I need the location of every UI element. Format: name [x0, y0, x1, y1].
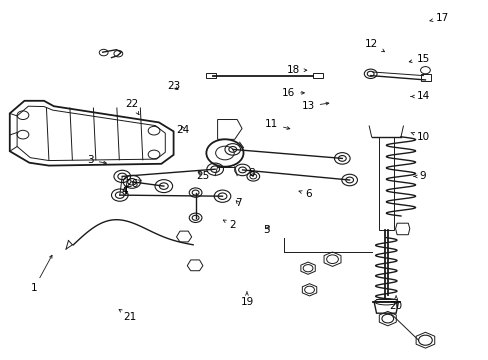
Text: 23: 23 [166, 81, 180, 91]
Text: 3: 3 [87, 155, 106, 165]
Text: 22: 22 [125, 99, 139, 114]
Text: 2: 2 [223, 220, 235, 230]
Text: 7: 7 [235, 198, 242, 208]
Text: 12: 12 [364, 39, 384, 52]
Text: 14: 14 [410, 91, 429, 102]
Text: 1: 1 [31, 255, 52, 293]
Text: 4: 4 [121, 186, 128, 196]
Text: 20: 20 [389, 296, 402, 311]
Text: 26: 26 [125, 179, 141, 189]
Text: 9: 9 [413, 171, 426, 181]
Text: 16: 16 [281, 88, 304, 98]
Text: 10: 10 [410, 132, 428, 142]
Text: 17: 17 [429, 13, 448, 23]
Text: 21: 21 [119, 309, 136, 322]
Bar [206, 73, 216, 78]
Text: 11: 11 [264, 119, 289, 129]
Text: 6: 6 [299, 189, 311, 199]
Text: 13: 13 [301, 101, 328, 111]
Bar [312, 73, 322, 78]
Text: 15: 15 [408, 54, 429, 64]
Text: 25: 25 [196, 171, 209, 181]
Text: 24: 24 [176, 125, 190, 135]
Text: 18: 18 [286, 65, 306, 75]
Text: 8: 8 [248, 168, 255, 178]
Text: 5: 5 [263, 225, 269, 235]
Text: 19: 19 [240, 292, 253, 307]
